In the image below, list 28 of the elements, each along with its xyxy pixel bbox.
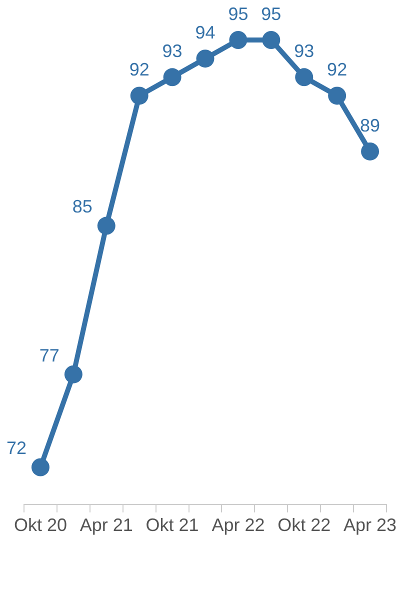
point xyxy=(196,50,214,68)
point xyxy=(361,142,380,160)
x-tick-label: Okt 22 xyxy=(278,515,331,536)
point xyxy=(262,31,280,49)
point xyxy=(64,365,82,384)
x-tick-label: Apr 22 xyxy=(212,515,265,536)
data-label: 85 xyxy=(72,196,92,217)
data-label: 92 xyxy=(327,60,348,80)
data-label: 95 xyxy=(261,4,282,24)
data-label: 72 xyxy=(6,438,26,458)
point xyxy=(295,68,314,86)
point xyxy=(130,86,148,105)
data-label: 93 xyxy=(162,41,182,62)
data-label: 95 xyxy=(228,4,248,24)
point xyxy=(31,458,50,476)
data-label: 77 xyxy=(39,345,60,366)
point xyxy=(328,86,346,105)
x-tick-label: Okt 20 xyxy=(14,515,67,536)
x-tick-label: Okt 21 xyxy=(146,515,199,536)
data-label: 89 xyxy=(360,115,380,136)
data-label: 93 xyxy=(294,41,314,62)
x-tick-label: Apr 21 xyxy=(80,515,133,536)
point xyxy=(229,31,248,49)
point xyxy=(163,68,182,86)
x-tick-label: Apr 23 xyxy=(344,515,397,536)
data-label: 94 xyxy=(195,22,216,43)
point xyxy=(97,216,116,235)
data-label: 92 xyxy=(129,60,150,80)
